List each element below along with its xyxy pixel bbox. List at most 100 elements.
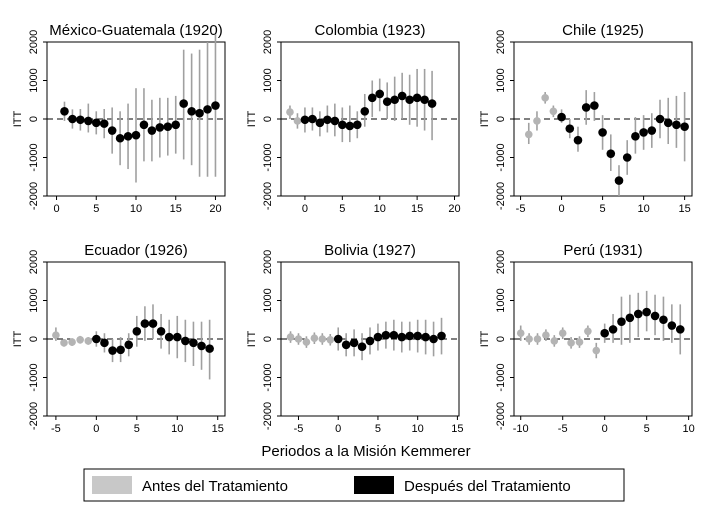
estimate-point-pre [76,335,84,344]
y-tick-label: 0 [495,116,507,122]
x-tick-label: -10 [513,423,529,435]
estimate-point-post [99,119,109,128]
estimate-point-post [675,325,685,334]
estimate-point-post [421,332,430,342]
estimate-point-pre [516,329,525,338]
estimate-point-post [633,309,643,319]
estimate-point-post [367,93,377,103]
estimate-point-post [345,121,355,131]
estimate-point-post [211,101,220,110]
y-tick-label: -1000 [262,363,274,391]
estimate-point-post [156,327,166,336]
estimate-point-post [300,115,310,125]
y-tick-label: -2000 [262,402,274,430]
estimate-point-post [663,118,673,128]
estimate-point-post [590,101,599,110]
estimate-point-pre [525,335,533,343]
estimate-point-pre [550,337,559,345]
legend-label-pre: Antes del Tratamiento [142,478,288,495]
estimate-point-post [631,132,640,141]
estimate-point-post [308,114,317,124]
panel-bolivia-1927: Bolivia (1927) -2000 -1000 0 1000 2000 ITT -5 0 5… [246,242,464,435]
estimate-point-post [622,153,632,162]
estimate-point-post [672,120,681,130]
y-axis-label: ITT [479,110,491,127]
estimate-point-pre [60,339,68,347]
estimate-point-post [92,334,101,344]
estimate-point-post [667,321,677,330]
y-tick-label: 2000 [262,30,274,54]
y-tick-label: 1000 [495,288,507,312]
x-tick-label: 15 [451,423,463,435]
estimate-point-post [650,311,660,321]
y-tick-label: 2000 [28,250,40,274]
estimate-point-pre [52,331,60,339]
x-tick-label: 15 [678,203,690,215]
x-tick-label: -5 [51,423,61,435]
estimate-point-post [205,344,214,353]
estimate-point-pre [310,334,319,343]
estimate-point-post [131,130,141,140]
x-axis-label: Periodos a la Misión Kemmerer [261,443,470,460]
y-axis-label: ITT [12,110,24,127]
estimate-point-post [333,334,343,344]
x-tick-label: 10 [130,203,142,215]
estimate-point-post [60,107,69,116]
estimate-point-post [197,341,206,351]
estimate-point-pre [68,338,76,346]
estimate-point-pre [293,117,302,125]
estimate-point-post [195,108,204,118]
estimate-point-post [397,332,407,342]
x-tick-label: 0 [93,423,99,435]
panel-title: Ecuador (1926) [84,242,187,259]
x-tick-label: 10 [412,423,424,435]
x-tick-label: 0 [602,423,608,435]
x-tick-label: 0 [335,423,341,435]
y-tick-label: 2000 [262,250,274,274]
estimate-point-post [187,107,196,116]
x-tick-label: 20 [448,203,460,215]
panel-title: Colombia (1923) [315,22,426,39]
y-tick-label: 2000 [28,30,40,54]
x-tick-label: 0 [302,203,308,215]
estimate-point-post [617,317,626,326]
y-tick-label: 0 [28,116,40,122]
x-tick-label: 5 [644,423,650,435]
plot-frame [513,261,693,417]
estimate-point-post [147,126,157,135]
estimate-point-pre [286,108,294,116]
y-tick-label: -1000 [495,143,507,171]
estimate-point-post [600,328,609,338]
estimate-point-post [124,340,134,350]
x-tick-label: -5 [516,203,526,215]
estimate-point-pre [575,338,584,346]
estimate-point-post [107,126,117,135]
estimate-point-pre [558,329,567,338]
panel-mexico-guatemala-1920: México-Guatemala (1920) -2000 -1000 0 1000 20… [12,22,226,215]
y-tick-label: 0 [262,116,274,122]
estimate-point-post [100,338,109,348]
estimate-point-post [659,315,668,325]
estimate-point-post [412,93,422,103]
estimate-point-post [84,116,93,126]
x-tick-label: 15 [170,203,182,215]
estimate-point-post [598,128,607,137]
estimate-point-post [397,91,407,101]
y-tick-label: 0 [28,336,40,342]
y-tick-label: 1000 [262,68,274,92]
legend-label-post: Después del Tratamiento [404,478,571,495]
y-axis-label: ITT [246,110,258,127]
x-tick-label: 5 [339,203,345,215]
estimate-point-post [642,307,651,317]
y-axis-label: ITT [12,330,24,347]
estimate-point-post [116,345,125,355]
x-tick-label: 5 [134,423,140,435]
estimate-point-post [390,95,399,105]
y-tick-label: -2000 [262,182,274,210]
estimate-point-post [76,115,85,125]
x-tick-label: -5 [558,423,568,435]
estimate-point-post [132,327,142,336]
estimate-point-post [140,319,150,328]
y-tick-label: 1000 [262,288,274,312]
y-tick-label: -1000 [495,363,507,391]
